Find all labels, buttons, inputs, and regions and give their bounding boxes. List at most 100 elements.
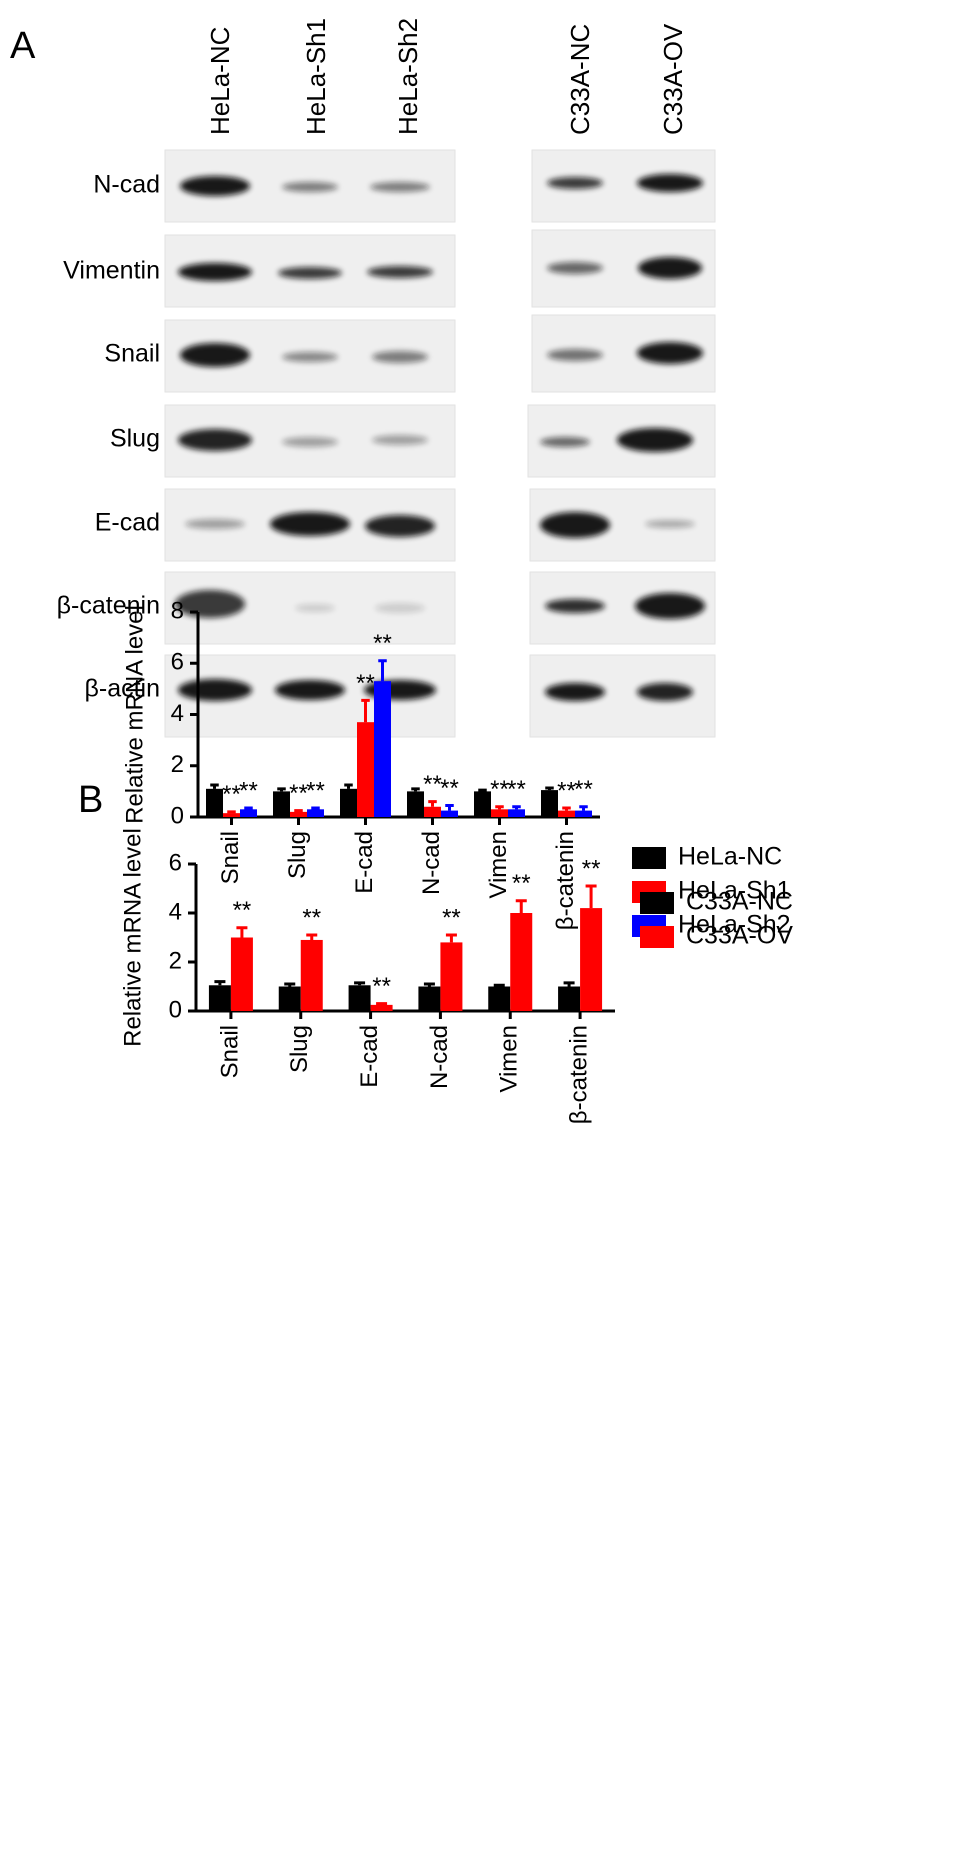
protein-label: N-cad: [93, 171, 160, 199]
significance-label: **: [239, 777, 258, 804]
error-bar: [411, 787, 420, 792]
significance-label: **: [442, 904, 461, 931]
x-tick-label: Slug: [284, 831, 311, 879]
bar: [357, 722, 374, 817]
y-tick-label: 2: [169, 947, 182, 974]
error-bar: [361, 698, 370, 723]
error-bar: [579, 805, 588, 811]
error-bar: [445, 803, 454, 811]
y-tick-label: 6: [169, 849, 182, 876]
significance-label: **: [356, 670, 375, 697]
significance-label: **: [490, 776, 509, 803]
bar: [307, 809, 324, 817]
legend-swatch: [640, 926, 674, 948]
error-bar: [210, 783, 219, 789]
bar-chart: 0 2 4 6 Relative mRNA level Snail Slug E-cad N-c…: [119, 828, 793, 1124]
error-bar: [512, 805, 521, 810]
y-axis-label: Relative mRNA level: [119, 828, 146, 1047]
significance-label: **: [423, 771, 442, 798]
bar: [474, 791, 491, 817]
error-bar: [563, 981, 575, 987]
x-tick-label: N-cad: [426, 1025, 453, 1089]
bar: [290, 811, 307, 817]
significance-label: **: [507, 776, 526, 803]
x-tick-label: Vimen: [485, 831, 512, 899]
bar: [424, 806, 441, 817]
error-bar: [311, 806, 320, 810]
bar: [340, 788, 357, 817]
protein-label: Vimentin: [63, 257, 160, 285]
significance-label: **: [512, 870, 531, 897]
x-tick-label: β-catenin: [565, 1025, 592, 1124]
protein-labels: N-cad Vimentin Snail Slug E-cad β-cateni…: [57, 171, 160, 703]
legend-label: C33A-OV: [686, 922, 793, 950]
significance-label: **: [302, 904, 321, 931]
bar: [223, 813, 240, 817]
significance-label: **: [574, 776, 593, 803]
x-tick-label: Vimen: [496, 1025, 523, 1093]
significance-label: **: [372, 973, 391, 1000]
bar: [418, 986, 441, 1011]
lane-labels: HeLa-NC HeLa-Sh1 HeLa-Sh2 C33A-NC C33A-O…: [205, 18, 688, 135]
error-bar: [354, 981, 366, 986]
legend-label: C33A-NC: [686, 888, 793, 916]
y-tick-label: 4: [169, 898, 182, 925]
error-bar: [244, 806, 253, 810]
x-tick-label: Slug: [286, 1025, 313, 1073]
error-bar: [376, 1002, 388, 1006]
bar: [510, 913, 533, 1011]
lane-label: HeLa-NC: [205, 27, 235, 135]
bar: [541, 790, 558, 817]
significance-label: **: [306, 777, 325, 804]
panel-label: A: [10, 25, 36, 67]
error-bar: [344, 783, 353, 789]
protein-label: Snail: [104, 340, 160, 368]
bar: [575, 810, 592, 817]
blot-images: [164, 149, 716, 738]
bar: [240, 809, 257, 817]
error-bar: [284, 982, 296, 987]
significance-label: **: [440, 775, 459, 802]
bar: [374, 681, 391, 817]
legend-label: HeLa-Sh2: [678, 911, 791, 939]
y-tick-label: 2: [171, 751, 184, 778]
error-bar: [428, 800, 437, 807]
y-tick-label: 0: [171, 802, 184, 829]
lane-label: HeLa-Sh1: [301, 18, 331, 135]
error-bar: [515, 899, 527, 913]
x-tick-label: N-cad: [418, 831, 445, 895]
bar: [370, 1004, 393, 1011]
bar: [407, 791, 424, 817]
bar: [558, 810, 575, 817]
error-bar: [478, 788, 487, 792]
y-axis-label: Relative mRNA level: [121, 605, 148, 824]
bar: [580, 908, 603, 1011]
significance-label: **: [289, 780, 308, 807]
error-bar: [294, 809, 303, 813]
error-bar: [277, 787, 286, 792]
error-bar: [495, 805, 504, 810]
legend-label: HeLa-NC: [678, 843, 782, 871]
protein-label: β-catenin: [57, 592, 160, 620]
x-tick-label: E-cad: [351, 831, 378, 894]
panel-label: B: [78, 779, 103, 821]
bar: [278, 986, 301, 1011]
bar: [230, 937, 253, 1011]
error-bar: [562, 806, 571, 811]
lane-label: HeLa-Sh2: [393, 18, 423, 135]
y-tick-label: 0: [169, 996, 182, 1023]
bar: [558, 986, 581, 1011]
bar: [440, 942, 463, 1011]
bar: [508, 809, 525, 817]
protein-label: Slug: [110, 425, 160, 453]
y-tick-label: 8: [171, 597, 184, 624]
y-tick-label: 4: [171, 700, 184, 727]
x-tick-label: Snail: [217, 831, 244, 884]
bar: [488, 986, 511, 1011]
significance-label: **: [557, 777, 576, 804]
x-tick-label: Snail: [216, 1025, 243, 1078]
protein-label: β-actin: [84, 675, 160, 703]
legend-swatch: [632, 847, 666, 869]
bar: [206, 788, 223, 817]
